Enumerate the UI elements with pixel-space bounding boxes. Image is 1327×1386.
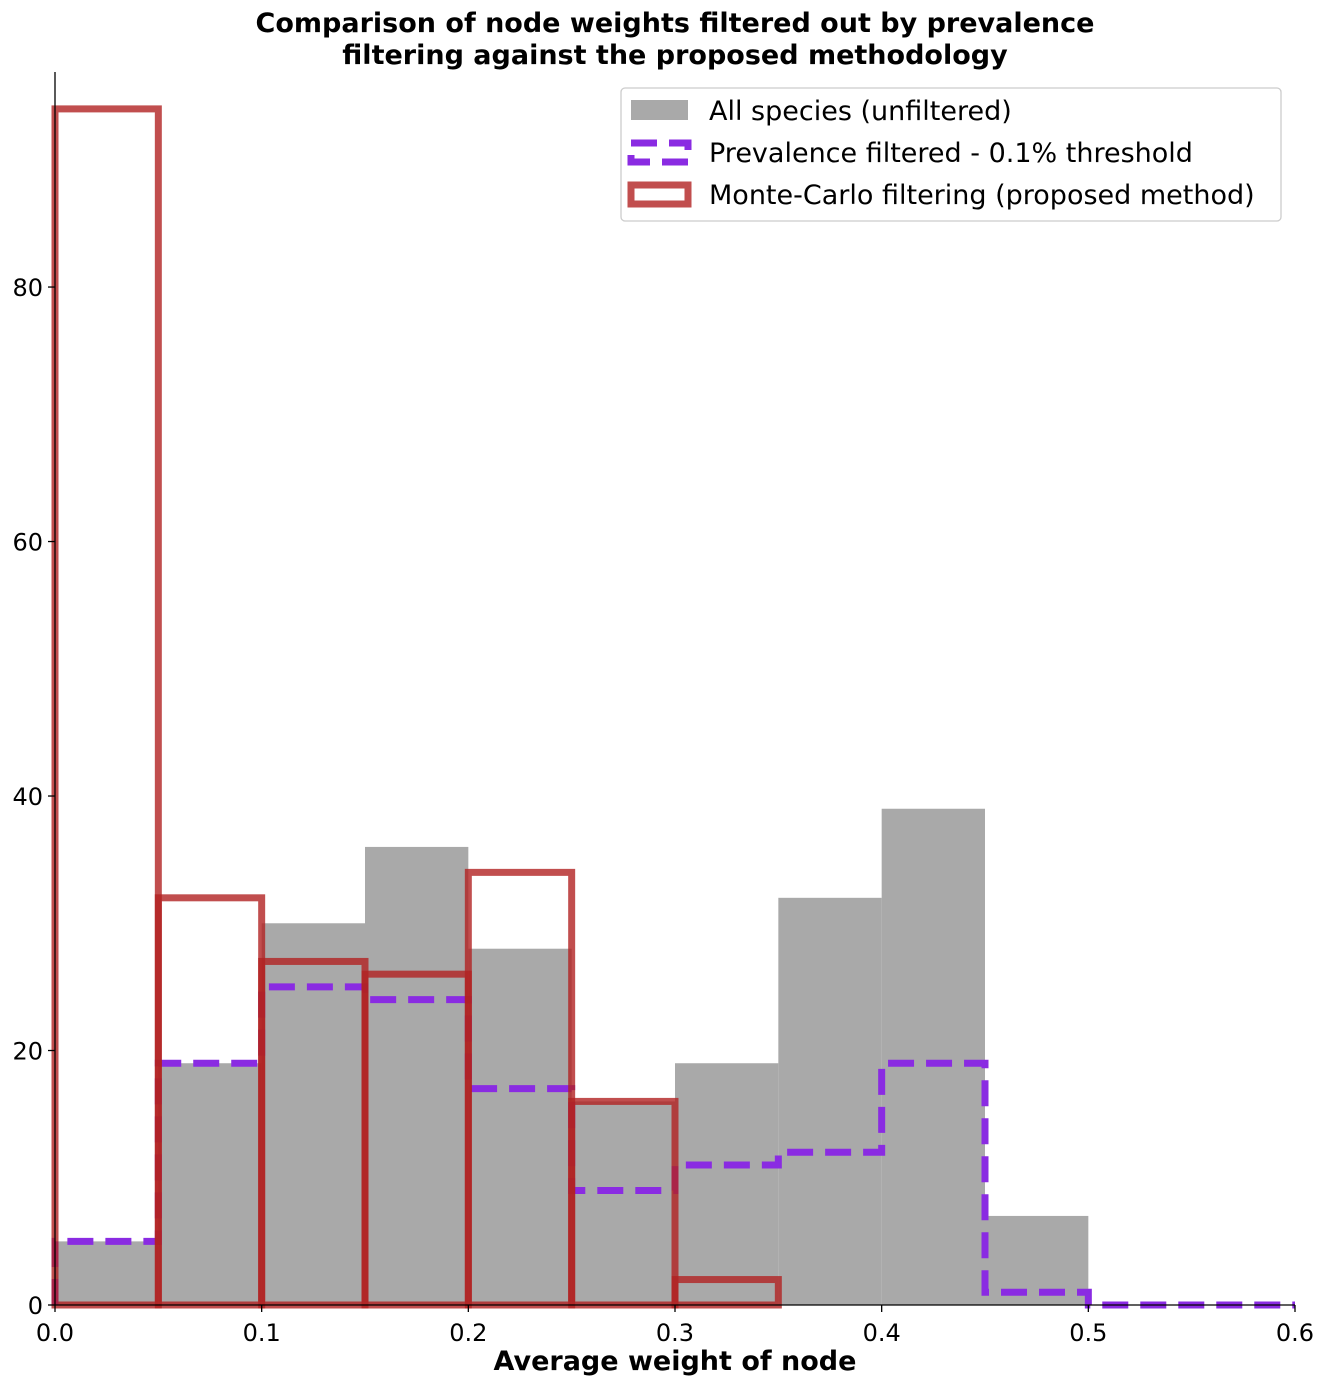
x-tick-label: 0.0: [36, 1319, 74, 1347]
chart-title-line-2: filtering against the proposed methodolo…: [342, 40, 1008, 71]
x-tick-label: 0.2: [449, 1319, 487, 1347]
x-tick-label: 0.4: [863, 1319, 901, 1347]
series-1: [51, 983, 1295, 1309]
plot-area: [51, 105, 1295, 1309]
bar-unfiltered-2: [261, 923, 365, 1305]
bar-unfiltered-4: [468, 948, 572, 1305]
bar-unfiltered-9: [985, 1215, 1089, 1305]
legend-box: [620, 87, 1282, 222]
bar-montecarlo-0: [51, 105, 162, 1309]
legend-entry-1: Prevalence filtered - 0.1% threshold: [627, 138, 1193, 169]
series-0: [55, 808, 1089, 1305]
y-tick-label: 60: [12, 529, 43, 557]
x-axis-label: Average weight of node: [494, 1346, 857, 1377]
bar-unfiltered-8: [881, 808, 985, 1305]
step-prevalence-line: [51, 983, 1295, 1309]
legend-entry-2: Monte-Carlo filtering (proposed method): [627, 180, 1255, 211]
legend: All species (unfiltered) Prevalence filte…: [620, 87, 1282, 222]
y-tick-label: 40: [12, 783, 43, 811]
legend-label: All species (unfiltered): [709, 96, 1012, 127]
x-tick-label: 0.5: [1069, 1319, 1107, 1347]
y-tick-label: 20: [12, 1038, 43, 1066]
bar-unfiltered-1: [158, 1063, 262, 1305]
legend-swatch: [631, 100, 688, 120]
x-tick-label: 0.3: [656, 1319, 694, 1347]
bar-unfiltered-0: [55, 1241, 159, 1305]
bar-unfiltered-5: [571, 1101, 675, 1305]
bar-unfiltered-3: [365, 846, 469, 1305]
axes: 0.0 0.1 0.2 0.3 0.4 0.5 0.6 0 20 40 60 80: [12, 72, 1314, 1347]
chart-title-line-1: Comparison of node weights filtered out …: [256, 8, 1095, 39]
x-tick-label: 0.6: [1276, 1319, 1314, 1347]
bar-unfiltered-6: [675, 1063, 779, 1305]
legend-label: Monte-Carlo filtering (proposed method): [709, 180, 1255, 211]
y-tick-label: 80: [12, 274, 43, 302]
y-tick-label: 0: [28, 1292, 43, 1320]
legend-entry-0: All species (unfiltered): [631, 96, 1012, 127]
legend-swatch: [627, 181, 692, 208]
legend-label: Prevalence filtered - 0.1% threshold: [709, 138, 1193, 169]
x-tick-label: 0.1: [243, 1319, 281, 1347]
bar-unfiltered-7: [778, 897, 882, 1305]
